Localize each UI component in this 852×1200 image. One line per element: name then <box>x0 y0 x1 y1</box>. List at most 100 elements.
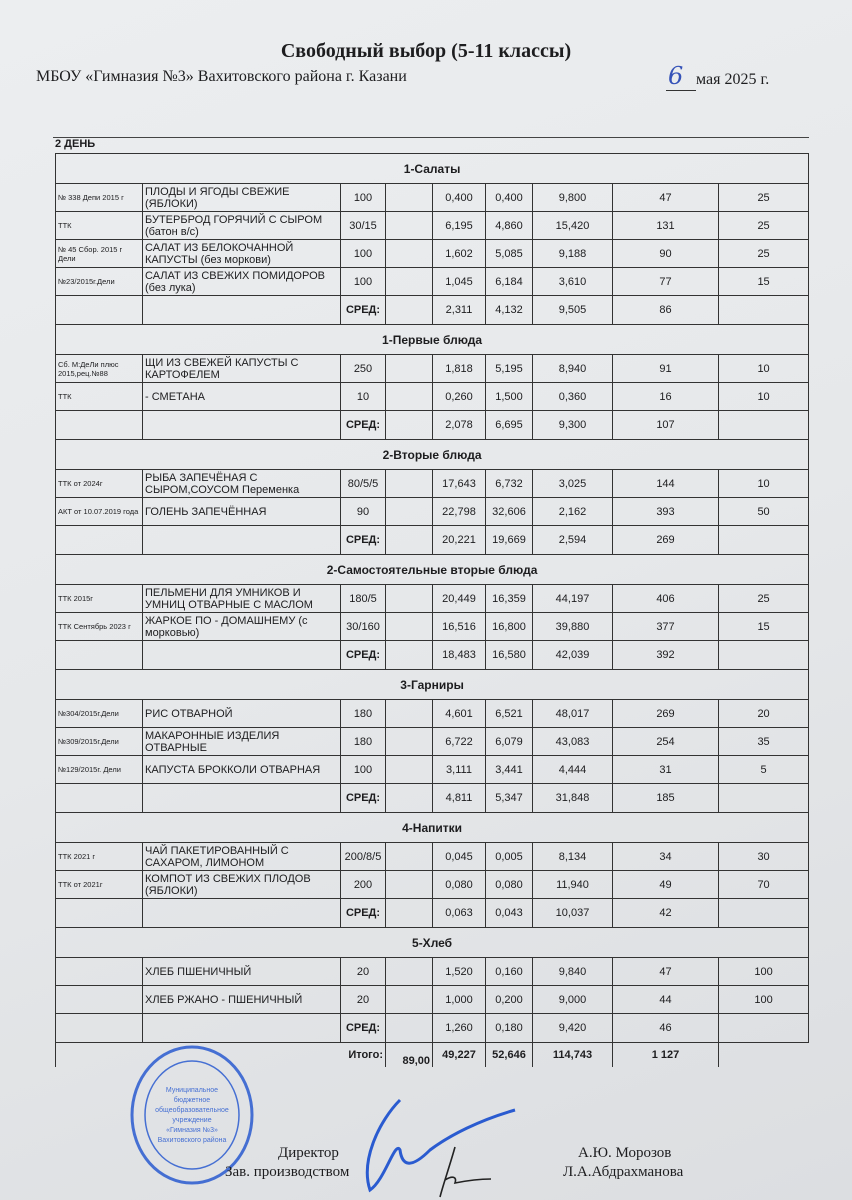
carbs: 9,840 <box>532 957 613 986</box>
portion: 200/8/5 <box>340 842 386 871</box>
menu-table: 1-Салаты № 338 Депи 2015 г ПЛОДЫ И ЯГОДЫ С… <box>54 153 810 1068</box>
price: 15 <box>717 612 810 641</box>
recipe-code: №304/2015г.Дели <box>55 699 143 728</box>
protein: 1,000 <box>432 985 486 1014</box>
fat: 4,132 <box>485 295 533 325</box>
section-title: 3-Гарниры <box>54 669 810 700</box>
protein: 20,221 <box>432 525 486 555</box>
empty-cell <box>142 783 341 813</box>
svg-text:учреждение: учреждение <box>172 1117 211 1124</box>
manager-name: Л.А.Абдрахманова <box>563 1164 684 1180</box>
portion: 250 <box>340 354 386 383</box>
empty-cell <box>385 382 433 411</box>
document-title: Свободный выбор (5-11 классы) <box>280 40 572 62</box>
average-row: СРЕД: 18,483 16,580 42,039 392 <box>55 640 810 670</box>
empty-cell <box>717 295 810 325</box>
recipe-code <box>55 957 143 986</box>
section-header-row: 2-Вторые блюда <box>54 439 810 470</box>
empty-cell <box>385 870 433 899</box>
fat: 16,580 <box>485 640 533 670</box>
average-label: СРЕД: <box>340 410 386 440</box>
price: 50 <box>717 497 810 526</box>
fat: 0,005 <box>485 842 533 871</box>
portion: 20 <box>340 985 386 1014</box>
manager-role: Зав. производством <box>225 1164 350 1180</box>
fat: 16,359 <box>485 584 533 613</box>
empty-cell <box>385 183 433 212</box>
section-title: 1-Салаты <box>54 153 810 184</box>
carbs: 9,800 <box>532 183 613 212</box>
empty-cell <box>719 1043 809 1068</box>
empty-cell <box>385 612 433 641</box>
average-row: СРЕД: 2,078 6,695 9,300 107 <box>55 410 810 440</box>
protein: 0,260 <box>432 382 486 411</box>
empty-cell <box>385 267 433 296</box>
fat: 0,180 <box>485 1013 533 1043</box>
total-protein: 49,227 <box>432 1042 486 1067</box>
svg-text:бюджетное: бюджетное <box>174 1096 210 1104</box>
calories: 47 <box>612 957 719 986</box>
carbs: 2,162 <box>532 497 613 526</box>
dish-name: ПЕЛЬМЕНИ ДЛЯ УМНИКОВ И УМНИЦ ОТВАРНЫЕ С … <box>142 584 341 613</box>
empty-cell <box>385 1013 433 1043</box>
fat: 0,400 <box>485 183 533 212</box>
carbs: 3,610 <box>532 267 613 296</box>
recipe-code: № 45 Сбор. 2015 г Дели <box>55 239 143 268</box>
recipe-code: ТТК 2021 г <box>55 842 143 871</box>
calories: 44 <box>612 985 719 1014</box>
dish-name: ЖАРКОЕ ПО - ДОМАШНЕМУ (с морковью) <box>142 612 341 641</box>
fat: 0,080 <box>485 870 533 899</box>
protein: 4,601 <box>432 699 486 728</box>
protein: 2,311 <box>432 295 486 325</box>
protein: 0,400 <box>432 183 486 212</box>
dish-name: ЩИ ИЗ СВЕЖЕЙ КАПУСТЫ С КАРТОФЕЛЕМ <box>142 354 341 383</box>
portion: 200 <box>340 870 386 899</box>
price: 5 <box>717 755 810 784</box>
dish-name: РЫБА ЗАПЕЧЁНАЯ С СЫРОМ,СОУСОМ Переменка <box>142 469 341 498</box>
section-title: 1-Первые блюда <box>54 324 810 355</box>
svg-text:Муниципальное: Муниципальное <box>166 1087 218 1094</box>
price: 25 <box>717 183 810 212</box>
dish-name: ХЛЕБ ПШЕНИЧНЫЙ <box>142 957 341 986</box>
price: 100 <box>717 957 810 986</box>
protein: 3,111 <box>432 755 486 784</box>
empty-cell <box>385 295 433 325</box>
section-header-row: 5-Хлеб <box>54 927 810 958</box>
average-row: СРЕД: 1,260 0,180 9,420 46 <box>55 1013 810 1043</box>
calories: 49 <box>612 870 719 899</box>
empty-cell <box>55 898 143 928</box>
empty-cell <box>385 469 433 498</box>
fat: 4,860 <box>485 211 533 240</box>
protein: 22,798 <box>432 497 486 526</box>
protein: 0,045 <box>432 842 486 871</box>
section-header-row: 2-Самостоятельные вторые блюда <box>54 554 810 585</box>
protein: 1,260 <box>432 1013 486 1043</box>
calories: 269 <box>612 525 719 555</box>
protein: 16,516 <box>432 612 486 641</box>
section-header-row: 1-Первые блюда <box>54 324 810 355</box>
fat: 6,695 <box>485 410 533 440</box>
recipe-code: Сб. М:ДеЛи плюс 2015,рец.№88 <box>55 354 143 383</box>
empty-cell <box>385 727 433 756</box>
fat: 5,347 <box>485 783 533 813</box>
empty-cell <box>385 985 433 1014</box>
dish-name: САЛАТ ИЗ СВЕЖИХ ПОМИДОРОВ (без лука) <box>142 267 341 296</box>
portion: 20 <box>340 957 386 986</box>
calories: 377 <box>612 612 719 641</box>
carbs: 42,039 <box>532 640 613 670</box>
fat: 6,184 <box>485 267 533 296</box>
price: 35 <box>717 727 810 756</box>
table-row: №129/2015г. Дели КАПУСТА БРОККОЛИ ОТВАРНА… <box>55 755 810 784</box>
average-row: СРЕД: 20,221 19,669 2,594 269 <box>55 525 810 555</box>
empty-cell <box>385 755 433 784</box>
svg-text:общеобразовательное: общеобразовательное <box>155 1106 229 1114</box>
price: 25 <box>717 239 810 268</box>
portion: 180/5 <box>340 584 386 613</box>
table-row: Сб. М:ДеЛи плюс 2015,рец.№88 ЩИ ИЗ СВЕЖЕЙ… <box>55 354 810 383</box>
section-header-row: 3-Гарниры <box>54 669 810 700</box>
recipe-code: ТТК 2015г <box>55 584 143 613</box>
svg-text:Вахитовского района: Вахитовского района <box>158 1136 227 1144</box>
director-name: А.Ю. Морозов <box>578 1145 672 1161</box>
empty-cell <box>717 525 810 555</box>
recipe-code: ТТК <box>55 211 143 240</box>
